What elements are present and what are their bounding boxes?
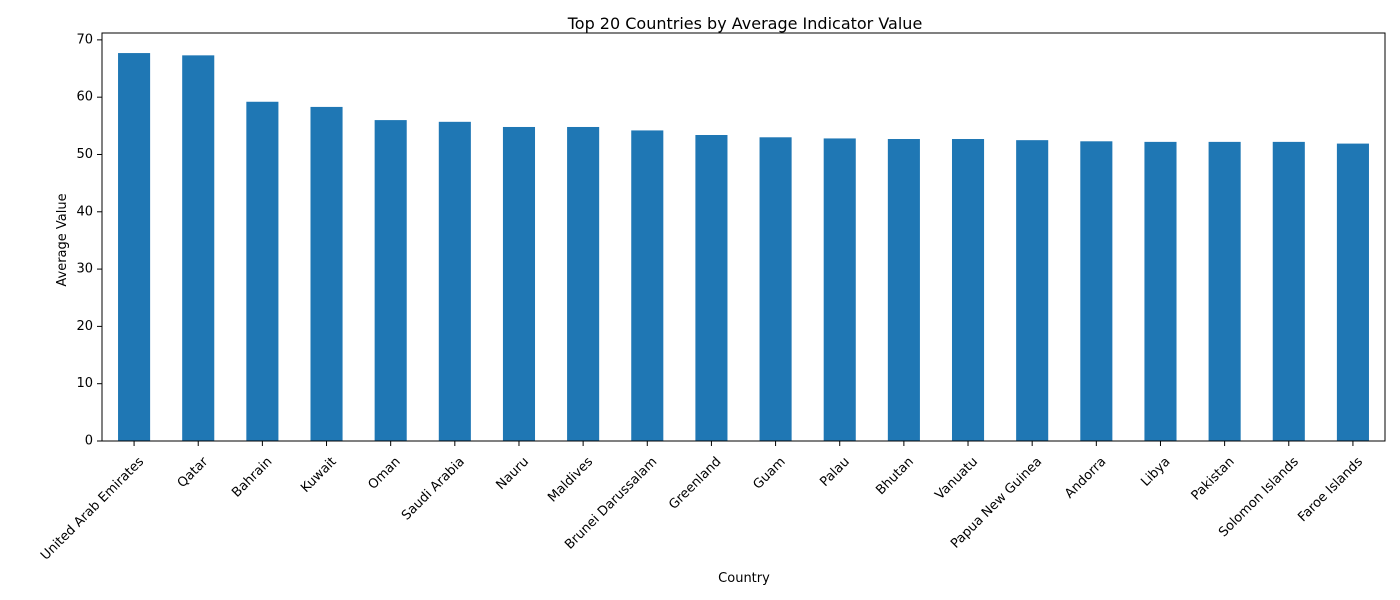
- y-tick-label: 10: [76, 376, 93, 391]
- bar: [631, 130, 664, 442]
- x-tick-label: Pakistan: [1189, 454, 1238, 503]
- bar: [246, 101, 279, 441]
- x-tick-label: Qatar: [175, 454, 212, 491]
- bar: [438, 121, 471, 441]
- x-axis-label: Country: [718, 571, 770, 586]
- bar: [1144, 141, 1177, 441]
- x-tick-label: Saudi Arabia: [399, 454, 468, 523]
- x-tick-label: Oman: [365, 454, 403, 492]
- bar: [310, 106, 343, 442]
- x-tick-label: Bahrain: [229, 454, 275, 500]
- x-tick-label: Nauru: [493, 454, 532, 493]
- x-tick-label: Guam: [750, 454, 788, 492]
- y-tick-label: 50: [76, 147, 93, 162]
- chart-title: Top 20 Countries by Average Indicator Va…: [567, 14, 923, 33]
- x-tick-label: Vanuatu: [933, 454, 982, 503]
- y-axis: 0 10 20 30 40 50 60 70: [76, 32, 102, 449]
- x-tick-label: Maldives: [545, 454, 596, 505]
- bar: [1016, 140, 1049, 441]
- x-tick-label: Andorra: [1062, 454, 1109, 501]
- x-tick-label: Kuwait: [298, 454, 339, 495]
- bar: [1080, 141, 1113, 442]
- y-tick-label: 60: [76, 90, 93, 105]
- y-tick-label: 40: [76, 204, 93, 219]
- bar: [182, 55, 215, 441]
- x-tick-label: Faroe Islands: [1295, 454, 1366, 525]
- y-tick-label: 70: [76, 32, 93, 47]
- bar: [759, 137, 792, 442]
- bar: [823, 138, 856, 441]
- bar: [951, 139, 985, 441]
- x-tick-label: United Arab Emirates: [38, 454, 147, 563]
- x-tick-label: Libya: [1138, 454, 1173, 489]
- bar: [567, 126, 600, 441]
- bar: [502, 126, 536, 441]
- y-tick-label: 0: [85, 434, 93, 449]
- y-axis-label: Average Value: [55, 193, 70, 286]
- axes-frame: [101, 32, 1386, 442]
- x-tick-label: Greenland: [666, 454, 724, 512]
- bar: [1208, 141, 1241, 441]
- bar: [695, 135, 728, 441]
- bar: [1336, 143, 1369, 441]
- bar: [887, 139, 920, 441]
- x-axis: United Arab Emirates Qatar Bahrain Kuwait Om…: [38, 441, 1366, 563]
- y-tick-label: 20: [76, 319, 93, 334]
- bar: [118, 53, 151, 442]
- x-tick-label: Palau: [817, 454, 852, 489]
- x-tick-label: Bhutan: [873, 454, 917, 498]
- y-tick-label: 30: [76, 262, 93, 277]
- bar: [374, 120, 407, 441]
- bar: [1272, 141, 1305, 441]
- bars-group: [118, 53, 1369, 442]
